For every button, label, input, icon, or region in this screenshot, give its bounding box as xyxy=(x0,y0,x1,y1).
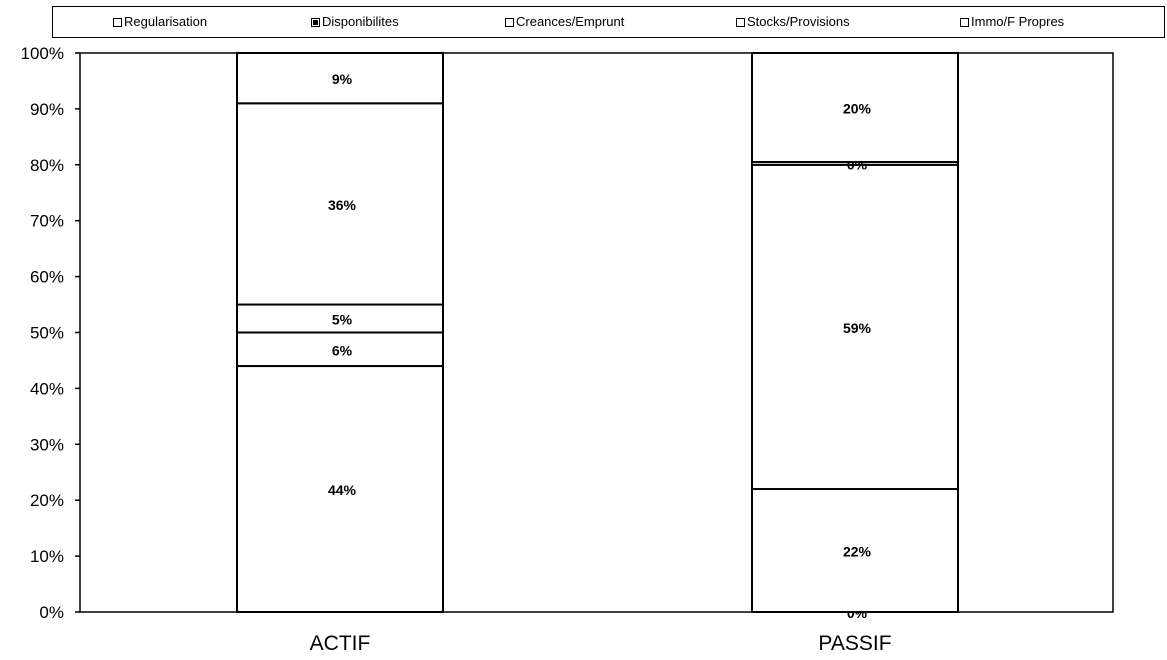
legend-item-immo-f-propres: Immo/F Propres xyxy=(960,15,1064,29)
y-tick-label: 30% xyxy=(30,435,64,454)
data-label: 22% xyxy=(843,544,872,560)
y-tick-label: 10% xyxy=(30,547,64,566)
x-category-label: PASSIF xyxy=(818,632,891,655)
legend-swatch xyxy=(505,17,514,27)
legend-label: Immo/F Propres xyxy=(971,14,1065,29)
y-tick-label: 90% xyxy=(30,100,64,119)
y-tick-label: 100% xyxy=(21,44,64,63)
legend-swatch xyxy=(311,17,320,27)
y-tick-label: 80% xyxy=(30,156,64,175)
legend-swatch xyxy=(736,17,745,27)
legend-swatch xyxy=(960,17,969,27)
y-tick-label: 0% xyxy=(39,603,64,622)
bar-segment xyxy=(236,102,444,306)
chart-legend: Regularisation Disponibilites Creances/E… xyxy=(52,6,1165,38)
data-label: 5% xyxy=(332,312,353,328)
data-label: 36% xyxy=(328,197,357,213)
bar-segment xyxy=(751,52,959,164)
bar-segment xyxy=(236,52,444,105)
legend-label: Stocks/Provisions xyxy=(747,14,850,29)
data-label: 9% xyxy=(332,71,353,87)
x-category-label: ACTIF xyxy=(310,632,371,655)
y-tick-label: 70% xyxy=(30,212,64,231)
y-tick-label: 60% xyxy=(30,268,64,287)
data-label: 44% xyxy=(328,482,357,498)
legend-label: Creances/Emprunt xyxy=(516,14,625,29)
bar-segment xyxy=(751,163,959,491)
y-tick-label: 50% xyxy=(30,324,64,343)
legend-item-stocks-provisions: Stocks/Provisions xyxy=(736,15,850,29)
data-label: 59% xyxy=(843,320,872,336)
bar-segment xyxy=(236,331,444,368)
data-label: 20% xyxy=(843,101,872,117)
legend-swatch xyxy=(113,17,122,27)
data-label: 6% xyxy=(332,342,353,358)
legend-item-disponibilites: Disponibilites xyxy=(311,15,399,29)
bar-segment xyxy=(236,365,444,614)
legend-label: Regularisation xyxy=(124,14,208,29)
y-tick-label: 40% xyxy=(30,379,64,398)
y-tick-label: 20% xyxy=(30,491,64,510)
legend-item-creances-emprunt: Creances/Emprunt xyxy=(505,15,624,29)
legend-item-regularisation: Regularisation xyxy=(113,15,207,29)
legend-label: Disponibilites xyxy=(322,14,399,29)
bar-segment xyxy=(751,488,959,613)
